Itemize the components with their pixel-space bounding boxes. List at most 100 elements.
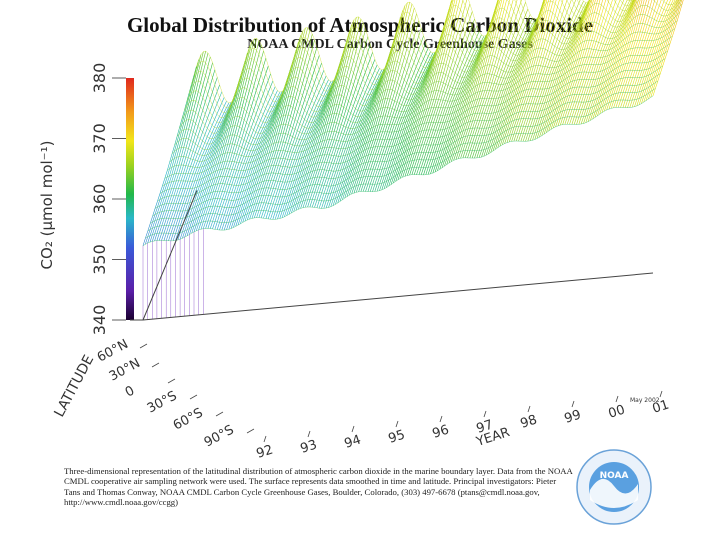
surface-mesh-line (375, 139, 379, 147)
surface-mesh-line (288, 72, 292, 83)
surface-mesh-line (195, 114, 199, 124)
surface-mesh-line (409, 147, 413, 155)
surface-mesh-line (357, 85, 361, 93)
surface-mesh-line (576, 72, 580, 80)
surface-mesh-line (600, 50, 604, 58)
surface-mesh-line (646, 47, 650, 56)
surface-mesh-line (460, 0, 464, 10)
surface-mesh-line (182, 203, 186, 212)
surface-mesh-line (458, 138, 462, 146)
surface-mesh-line (183, 120, 187, 130)
surface-mesh-line (644, 62, 647, 70)
surface-mesh-line (365, 141, 369, 150)
surface-mesh-line (263, 210, 267, 219)
surface-mesh-line (440, 91, 444, 100)
surface-mesh-line (475, 84, 479, 94)
surface-mesh-line (291, 186, 295, 195)
surface-mesh-line (597, 96, 601, 105)
surface-mesh-line (314, 192, 318, 200)
surface-mesh-line (535, 31, 539, 42)
surface-mesh-line (212, 213, 216, 222)
surface-mesh-line (366, 102, 370, 109)
surface-mesh-line (558, 87, 562, 96)
surface-mesh-line (466, 43, 470, 51)
surface-mesh-line (258, 44, 262, 55)
surface-mesh-line (442, 148, 445, 156)
surface-mesh-line (481, 142, 485, 151)
surface-mesh-line (417, 118, 420, 127)
surface-mesh-line (506, 2, 510, 12)
surface-mesh-line (490, 132, 494, 141)
surface-mesh-line (321, 81, 325, 88)
surface-mesh-line (295, 57, 299, 68)
surface-mesh-line (470, 94, 474, 103)
surface-mesh-line (501, 32, 505, 41)
surface-mesh-line (252, 155, 256, 162)
surface-mesh-line (282, 182, 286, 190)
surface-mesh-line (547, 60, 551, 68)
surface-mesh-line (570, 38, 574, 45)
surface-mesh-line (195, 126, 199, 135)
surface-mesh-line (433, 99, 437, 108)
surface-mesh-line (317, 128, 321, 137)
surface-mesh-line (282, 150, 286, 159)
surface-mesh-line (547, 21, 551, 31)
surface-mesh-line (476, 39, 480, 46)
surface-mesh-line (380, 124, 384, 132)
surface-mesh-line (227, 135, 231, 145)
surface-mesh-line (567, 109, 571, 117)
surface-mesh-line (238, 155, 242, 163)
surface-mesh-line (417, 85, 421, 92)
surface-mesh-line (641, 76, 645, 85)
surface-mesh-line (561, 54, 565, 61)
surface-mesh-line (294, 111, 298, 120)
surface-mesh-line (561, 36, 565, 44)
surface-mesh-line (311, 111, 315, 117)
surface-mesh-line (481, 149, 485, 158)
surface-mesh-line (602, 37, 606, 45)
surface-mesh-line (410, 94, 414, 101)
surface-mesh-line (291, 173, 295, 182)
surface-mesh-line (280, 174, 283, 182)
surface-mesh-line (542, 88, 546, 97)
surface-mesh-line (375, 146, 379, 155)
surface-mesh-line (219, 102, 223, 109)
surface-mesh-line (451, 106, 455, 114)
surface-mesh-line (367, 44, 371, 52)
surface-mesh-line (523, 118, 527, 127)
surface-mesh-line (479, 82, 483, 92)
surface-mesh-line (333, 185, 336, 193)
surface-mesh-line (611, 51, 615, 60)
surface-mesh-line (541, 122, 545, 130)
surface-mesh-line (667, 43, 671, 52)
surface-mesh-line (386, 139, 390, 147)
surface-mesh-line (517, 27, 521, 34)
surface-mesh-line (313, 124, 317, 131)
surface-mesh-line (627, 55, 631, 64)
surface-mesh-line (425, 62, 429, 69)
surface-mesh-line (472, 93, 476, 101)
surface-mesh-line (258, 59, 262, 69)
surface-mesh-line (251, 38, 255, 49)
surface-mesh-line (459, 40, 463, 49)
surface-mesh-line (592, 105, 596, 113)
surface-mesh-line (241, 78, 245, 89)
surface-mesh-line (653, 58, 657, 67)
surface-mesh-line (466, 60, 470, 67)
surface-mesh-line (547, 0, 551, 11)
surface-mesh-line (239, 107, 243, 117)
surface-mesh-line (551, 67, 555, 75)
surface-mesh-line (240, 177, 244, 186)
surface-mesh-line (268, 180, 272, 188)
surface-mesh-line (540, 13, 544, 23)
y-tick-label: 380 (90, 63, 109, 94)
surface-mesh-line (241, 148, 245, 156)
surface-mesh-line (438, 91, 442, 100)
surface-mesh-line (397, 32, 401, 43)
surface-mesh-line (149, 221, 153, 230)
surface-mesh-line (561, 28, 565, 36)
surface-mesh-line (186, 228, 190, 236)
surface-mesh-line (528, 103, 531, 112)
surface-mesh-line (562, 78, 566, 87)
surface-mesh-line (210, 165, 214, 174)
